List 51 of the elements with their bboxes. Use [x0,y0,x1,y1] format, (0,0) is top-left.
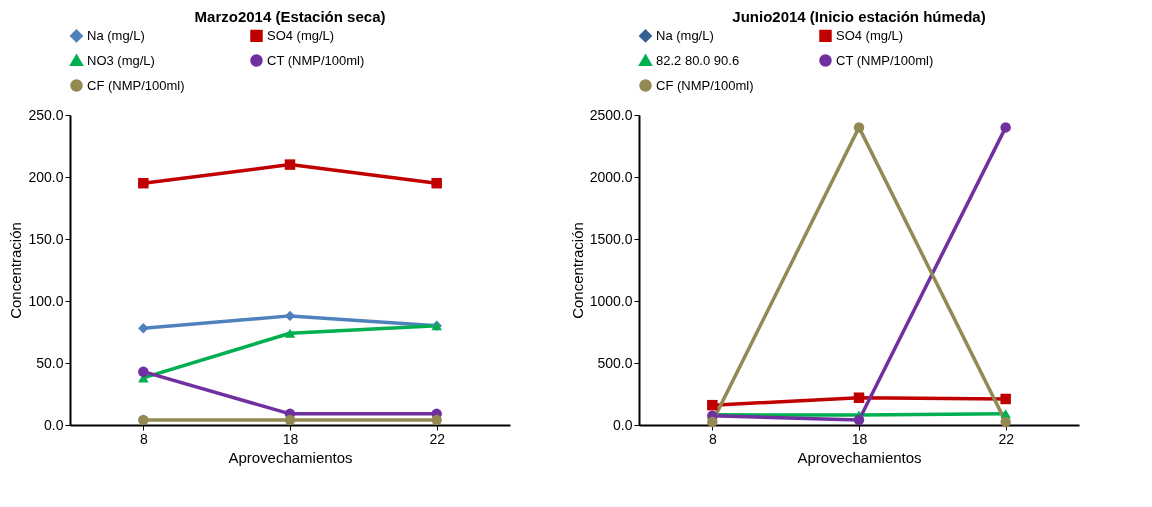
point [284,328,296,338]
point [431,414,442,426]
point [1000,416,1011,428]
y-tick-label: 1500.0 [589,230,633,247]
point [853,414,865,426]
legend-label: CF (NMP/100ml) [656,77,754,93]
y-axis-title: Concentración [568,222,586,319]
x-axis-title: Aprovechamientos [797,448,922,466]
point [1000,393,1011,405]
y-tick-label: 2000.0 [589,168,633,185]
legend-label: SO4 (mg/L) [836,27,904,43]
y-axis-title: Concentración [7,222,25,319]
legend-label: CT (NMP/100ml) [836,52,934,68]
x-tick-label: 22 [998,430,1015,447]
y-tick-label: 250.0 [28,106,64,123]
x-tick-label: 8 [139,430,148,447]
y-tick-label: 1000.0 [589,292,633,309]
point [853,392,865,403]
point [284,414,296,426]
y-tick-label: 0.0 [613,416,633,433]
y-tick-label: 2500.0 [589,106,633,123]
point [853,122,865,133]
point [284,159,296,170]
point [138,366,149,377]
legend-label: Na (mg/L) [87,27,145,43]
legend-label: 82.2 80.0 90.6 [656,52,740,68]
x-tick-label: 18 [282,430,299,447]
point [138,177,149,189]
point [1000,122,1011,133]
x-tick-label: 22 [429,430,446,447]
x-tick-label: 18 [851,430,868,447]
point [431,177,442,189]
y-tick-label: 500.0 [597,354,633,371]
y-tick-label: 100.0 [28,292,64,309]
point [138,323,149,334]
legend-label: Na (mg/L) [656,27,714,43]
legend-label: CT (NMP/100ml) [267,52,365,68]
y-tick-label: 150.0 [28,230,64,247]
point [138,414,149,426]
chart-title: Marzo2014 (Estación seca) [194,8,386,25]
point [707,399,718,411]
legend-label: NO3 (mg/L) [87,52,155,68]
x-tick-label: 8 [708,430,717,447]
y-tick-label: 50.0 [36,354,64,371]
y-tick-label: 0.0 [44,416,64,433]
y-tick-label: 200.0 [28,168,64,185]
chart-title: Junio2014 (Inicio estación húmeda) [732,8,986,25]
legend-label: SO4 (mg/L) [267,27,335,43]
x-axis-title: Aprovechamientos [228,448,353,466]
point [707,416,718,428]
legend-label: CF (NMP/100ml) [87,77,185,93]
